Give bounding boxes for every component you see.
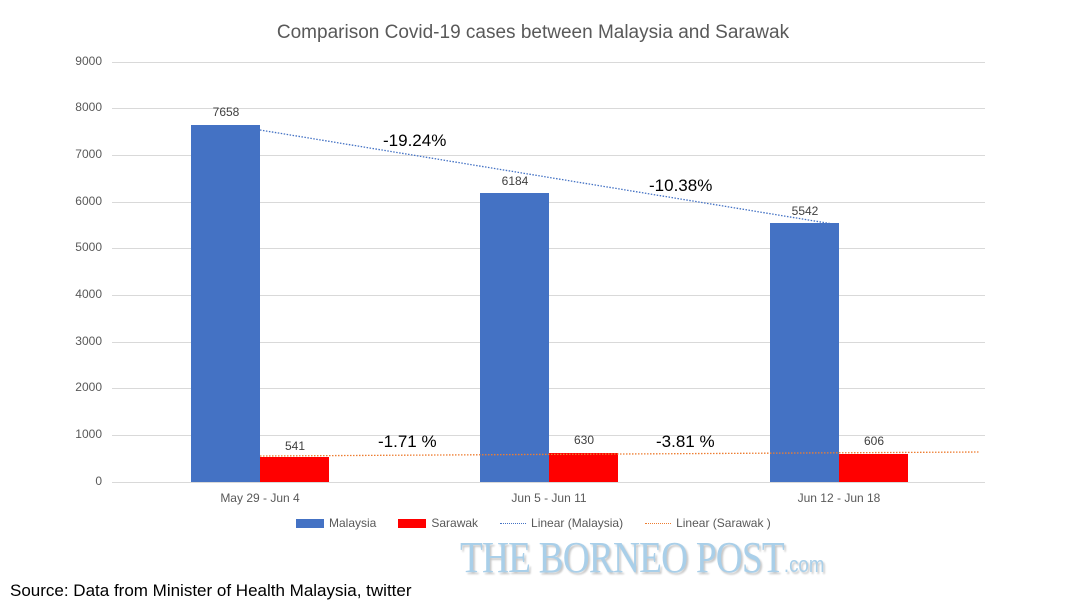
annotation-pct: -10.38% bbox=[649, 176, 713, 195]
value-label-malaysia-1: 7658 bbox=[212, 105, 240, 119]
legend-item-linear-sarawak: Linear (Sarawak ) bbox=[645, 516, 771, 530]
legend-line-sarawak bbox=[645, 522, 672, 524]
gridline-9000 bbox=[112, 62, 985, 63]
bar-sarawak-2 bbox=[549, 453, 618, 482]
watermark-text: THE BORNEO POST bbox=[460, 533, 785, 582]
source-note: Source: Data from Minister of Health Mal… bbox=[10, 581, 412, 600]
value-label-sarawak-3: 606 bbox=[863, 434, 885, 448]
x-tick: May 29 - Jun 4 bbox=[220, 491, 300, 505]
y-tick: 0 bbox=[95, 474, 102, 488]
legend-line-malaysia bbox=[500, 522, 527, 524]
gridline-0 bbox=[112, 482, 985, 483]
annotation-pct: -3.81 % bbox=[656, 432, 715, 451]
legend-label: Linear (Sarawak ) bbox=[676, 516, 771, 530]
y-tick: 2000 bbox=[75, 380, 102, 394]
y-tick: 9000 bbox=[75, 54, 102, 68]
value-label-sarawak-2: 630 bbox=[573, 433, 595, 447]
watermark-suffix: .com bbox=[783, 552, 825, 577]
annotation-pct: -19.24% bbox=[383, 131, 447, 150]
annotation-pct: -1.71 % bbox=[378, 432, 437, 451]
bar-malaysia-2 bbox=[480, 193, 549, 482]
gridline-8000 bbox=[112, 108, 985, 109]
legend: Malaysia Sarawak Linear (Malaysia) Linea… bbox=[296, 516, 793, 530]
legend-item-malaysia: Malaysia bbox=[296, 516, 376, 530]
y-tick: 8000 bbox=[75, 100, 102, 114]
y-tick: 4000 bbox=[75, 287, 102, 301]
legend-label: Malaysia bbox=[329, 516, 377, 530]
x-tick: Jun 12 - Jun 18 bbox=[797, 491, 881, 505]
y-tick: 5000 bbox=[75, 240, 102, 254]
y-tick: 6000 bbox=[75, 194, 102, 208]
bar-malaysia-3 bbox=[770, 223, 839, 482]
y-tick: 7000 bbox=[75, 147, 102, 161]
value-label-malaysia-2: 6184 bbox=[501, 174, 529, 188]
borneo-post-watermark: THE BORNEO POST.com bbox=[460, 532, 824, 583]
legend-item-linear-malaysia: Linear (Malaysia) bbox=[500, 516, 623, 530]
value-label-sarawak-1: 541 bbox=[284, 439, 306, 453]
gridline-7000 bbox=[112, 155, 985, 156]
legend-swatch-sarawak bbox=[398, 518, 427, 528]
bar-sarawak-3 bbox=[839, 454, 908, 482]
bar-malaysia-1 bbox=[191, 125, 260, 482]
y-tick: 1000 bbox=[75, 427, 102, 441]
y-tick: 3000 bbox=[75, 334, 102, 348]
trendline-sarawak bbox=[259, 451, 981, 457]
legend-swatch-malaysia bbox=[296, 518, 324, 528]
value-label-malaysia-3: 5542 bbox=[791, 204, 819, 218]
chart-title: Comparison Covid-19 cases between Malays… bbox=[276, 22, 790, 43]
legend-label: Linear (Malaysia) bbox=[531, 516, 624, 530]
legend-label: Sarawak bbox=[431, 516, 479, 530]
legend-item-sarawak: Sarawak bbox=[398, 516, 478, 530]
bar-sarawak-1 bbox=[260, 457, 329, 482]
x-tick: Jun 5 - Jun 11 bbox=[511, 491, 587, 505]
